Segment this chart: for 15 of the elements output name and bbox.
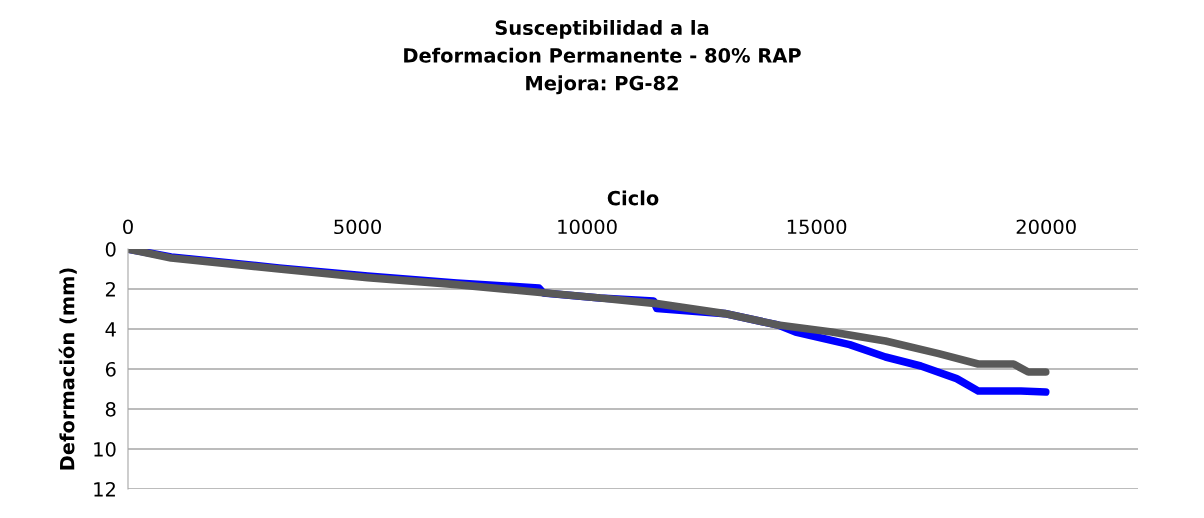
x-tick-label: 15000 (787, 219, 847, 235)
y-tick-label: 0 (105, 241, 116, 257)
y-tick-label: 6 (105, 361, 116, 377)
chart-title: Susceptibilidad a la Deformacion Permanente - 80% RAP Mejora: PG-82 (404, 20, 801, 95)
y-axis-title: Deformación (mm) (58, 268, 77, 470)
y-tick-label: 2 (105, 281, 115, 297)
x-tick-label: 0 (123, 219, 133, 235)
x-tick-label: 20000 (1016, 219, 1076, 235)
x-tick-label: 10000 (558, 219, 617, 235)
x-axis-title: Ciclo (607, 190, 659, 206)
y-tick-label: 10 (94, 441, 116, 457)
y-tick-label: 8 (105, 401, 116, 417)
x-tick-label: 5000 (334, 219, 381, 235)
y-tick-label: 4 (105, 322, 116, 337)
y-tick-label: 12 (94, 481, 115, 497)
